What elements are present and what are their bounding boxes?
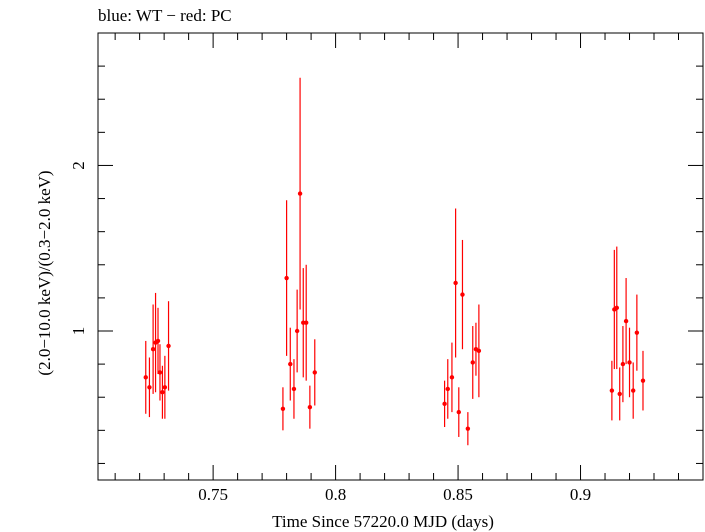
point-marker [640, 378, 646, 383]
data-point [297, 77, 303, 310]
data-point [449, 342, 455, 413]
point-marker [288, 361, 293, 367]
chart-title: blue: WT − red: PC [98, 6, 232, 25]
y-tick-labels: 12 [69, 161, 88, 335]
point-marker [160, 390, 165, 395]
data-point [445, 359, 450, 419]
data-point [460, 239, 465, 350]
data-point [627, 327, 632, 398]
data-point [150, 304, 156, 394]
point-marker [297, 191, 303, 196]
point-marker [620, 361, 626, 367]
point-marker [155, 338, 161, 344]
point-marker [456, 409, 461, 415]
x-tick-label: 0.85 [443, 485, 473, 504]
point-marker [280, 406, 286, 412]
data-point [640, 350, 646, 411]
x-tick-labels: 0.75 0.8 0.85 0.9 [198, 485, 591, 504]
data-point [143, 340, 148, 414]
point-marker [294, 328, 300, 334]
data-point [614, 246, 619, 370]
point-marker [157, 370, 163, 375]
point-marker [623, 318, 629, 324]
data-point [470, 326, 475, 399]
y-axis-title: (2.0−10.0 keV)/(0.3−2.0 keV) [35, 170, 54, 375]
data-point [162, 355, 168, 419]
data-point [465, 412, 471, 446]
point-marker [150, 347, 156, 352]
data-point [307, 385, 313, 429]
data-point [623, 278, 629, 365]
data-point [620, 326, 626, 403]
data-points [143, 77, 646, 446]
x-tick-label: 0.9 [570, 485, 591, 504]
point-marker [147, 385, 152, 390]
point-marker [303, 320, 309, 325]
data-point [634, 294, 640, 371]
data-point [166, 301, 171, 391]
data-point [294, 289, 300, 373]
point-marker [460, 292, 465, 297]
point-marker [617, 391, 622, 397]
point-marker [162, 385, 168, 390]
data-point [303, 264, 309, 381]
data-point [476, 304, 482, 398]
data-point [609, 360, 615, 421]
data-point [284, 200, 289, 356]
data-point [630, 362, 636, 419]
x-tick-label: 0.8 [325, 485, 346, 504]
y-tick-label: 1 [69, 327, 88, 336]
point-marker [476, 348, 482, 354]
data-point [291, 359, 297, 419]
point-marker [614, 305, 619, 311]
data-point [157, 344, 163, 401]
point-marker [465, 426, 471, 431]
data-point [453, 208, 458, 358]
point-marker [166, 343, 171, 349]
point-marker [143, 375, 148, 380]
data-point [147, 357, 152, 418]
data-point [160, 365, 165, 419]
data-point [456, 387, 461, 437]
x-axis-title: Time Since 57220.0 MJD (days) [272, 512, 494, 531]
point-marker [627, 360, 632, 365]
data-point [280, 387, 286, 431]
point-marker [609, 388, 615, 393]
point-marker [312, 370, 317, 375]
point-marker [442, 401, 447, 407]
data-point [442, 380, 447, 428]
point-marker [291, 386, 297, 392]
point-marker [284, 275, 289, 281]
point-marker [449, 375, 455, 380]
y-tick-label: 2 [69, 161, 88, 170]
point-marker [307, 404, 313, 410]
data-point [312, 339, 317, 406]
data-point [288, 327, 293, 401]
x-tick-label: 0.75 [198, 485, 228, 504]
point-marker [630, 388, 636, 393]
point-marker [634, 330, 640, 335]
axis-ticks [98, 33, 703, 480]
point-marker [445, 386, 450, 392]
point-marker [470, 360, 475, 365]
plot-frame [97, 32, 704, 481]
data-point [155, 307, 161, 375]
data-point [617, 367, 622, 421]
point-marker [453, 280, 458, 286]
